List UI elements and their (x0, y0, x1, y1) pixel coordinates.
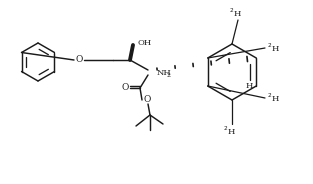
Text: $^{2}$H: $^{2}$H (223, 125, 235, 137)
Text: H: H (246, 82, 253, 90)
Text: $^{2}$H: $^{2}$H (267, 42, 280, 54)
Text: 2: 2 (167, 73, 171, 78)
Text: O: O (121, 84, 129, 93)
Text: $^{2}$H: $^{2}$H (228, 7, 242, 19)
Text: $^{2}$H: $^{2}$H (267, 92, 280, 104)
Text: O: O (75, 56, 83, 65)
Text: OH: OH (137, 39, 151, 47)
Text: NH: NH (157, 69, 172, 77)
Text: O: O (143, 95, 151, 105)
